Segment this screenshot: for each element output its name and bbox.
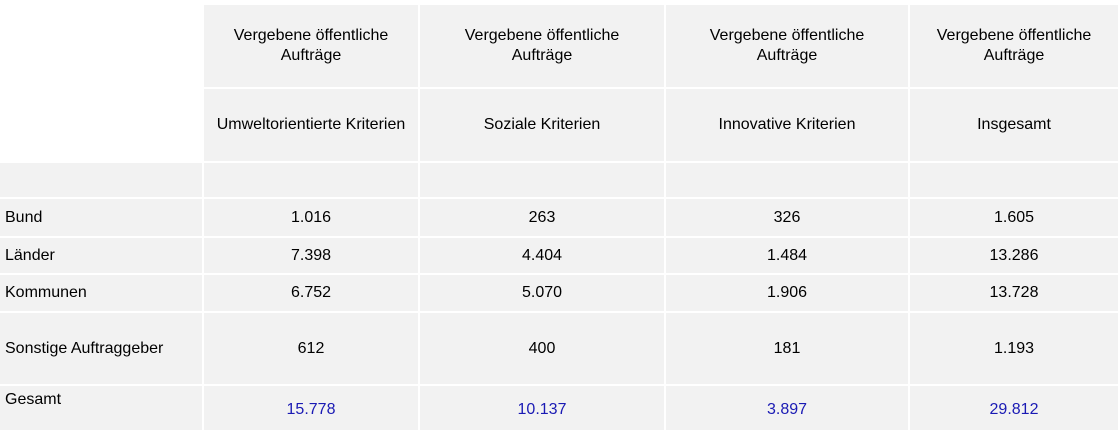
total-value-text: 15.778 <box>286 401 336 418</box>
total-label-text: Gesamt <box>5 391 62 408</box>
value-cell-text: 326 <box>773 208 801 226</box>
value-cell: 1.605 <box>910 199 1118 236</box>
total-value: 10.137 <box>420 386 664 430</box>
empty-cell <box>420 163 664 197</box>
row-label-text: Bund <box>5 208 43 226</box>
value-cell: 4.404 <box>420 238 664 273</box>
value-cell-text: 400 <box>528 339 556 357</box>
total-value-text: 10.137 <box>517 401 567 418</box>
value-cell: 1.016 <box>204 199 418 236</box>
value-cell-text: 181 <box>773 339 801 357</box>
column-header-text: Innovative Kriterien <box>718 116 856 133</box>
value-cell-text: 1.605 <box>993 208 1035 226</box>
value-cell-text: 612 <box>297 339 325 357</box>
value-cell: 5.070 <box>420 275 664 311</box>
total-value-text: 3.897 <box>766 401 808 418</box>
total-value-text: 29.812 <box>989 401 1039 418</box>
value-cell: 181 <box>666 313 908 384</box>
row-label: Länder <box>0 238 202 273</box>
row-label: Bund <box>0 199 202 236</box>
value-cell: 1.484 <box>666 238 908 273</box>
value-cell: 263 <box>420 199 664 236</box>
value-cell-text: 1.193 <box>993 339 1035 357</box>
value-cell: 1.906 <box>666 275 908 311</box>
group-header-text: Vergebene öffentliche Aufträge <box>233 27 389 64</box>
value-cell-text: 5.070 <box>521 284 563 301</box>
column-header: Umweltorientierte Kriterien <box>204 89 418 161</box>
value-cell-text: 6.752 <box>290 284 332 301</box>
value-cell-text: 7.398 <box>290 246 332 264</box>
value-cell-text: 263 <box>528 208 556 226</box>
value-cell-text: 1.484 <box>766 246 808 264</box>
value-cell: 1.193 <box>910 313 1118 384</box>
column-header: Soziale Kriterien <box>420 89 664 161</box>
group-header-text: Vergebene öffentliche Aufträge <box>709 27 865 64</box>
value-cell-text: 1.906 <box>766 284 808 301</box>
group-header: Vergebene öffentliche Aufträge <box>204 5 418 87</box>
row-label-text: Länder <box>5 246 55 264</box>
value-cell: 400 <box>420 313 664 384</box>
value-cell: 13.286 <box>910 238 1118 273</box>
group-header: Vergebene öffentliche Aufträge <box>420 5 664 87</box>
empty-cell <box>666 163 908 197</box>
row-label-text: Sonstige Auftraggeber <box>5 339 164 357</box>
total-value: 29.812 <box>910 386 1118 430</box>
value-cell-text: 13.286 <box>989 246 1039 264</box>
empty-cell <box>0 163 202 197</box>
empty-cell <box>910 163 1118 197</box>
column-header: Innovative Kriterien <box>666 89 908 161</box>
row-label: Kommunen <box>0 275 202 311</box>
value-cell-text: 4.404 <box>521 246 563 264</box>
total-value: 15.778 <box>204 386 418 430</box>
column-header-text: Soziale Kriterien <box>483 116 601 133</box>
column-header-text: Umweltorientierte Kriterien <box>216 116 406 133</box>
column-header-text: Insgesamt <box>977 116 1051 133</box>
row-label-text: Kommunen <box>5 284 87 301</box>
empty-cell <box>204 163 418 197</box>
group-header: Vergebene öffentliche Aufträge <box>910 5 1118 87</box>
total-value: 3.897 <box>666 386 908 430</box>
group-header-text: Vergebene öffentliche Aufträge <box>936 27 1092 64</box>
value-cell: 7.398 <box>204 238 418 273</box>
value-cell-text: 1.016 <box>290 208 332 226</box>
group-header-text: Vergebene öffentliche Aufträge <box>464 27 620 64</box>
value-cell-text: 13.728 <box>989 284 1039 301</box>
column-header: Insgesamt <box>910 89 1118 161</box>
value-cell: 13.728 <box>910 275 1118 311</box>
value-cell: 6.752 <box>204 275 418 311</box>
value-cell: 612 <box>204 313 418 384</box>
total-label: Gesamt <box>0 386 202 430</box>
value-cell: 326 <box>666 199 908 236</box>
row-label: Sonstige Auftraggeber <box>0 313 202 384</box>
group-header: Vergebene öffentliche Aufträge <box>666 5 908 87</box>
